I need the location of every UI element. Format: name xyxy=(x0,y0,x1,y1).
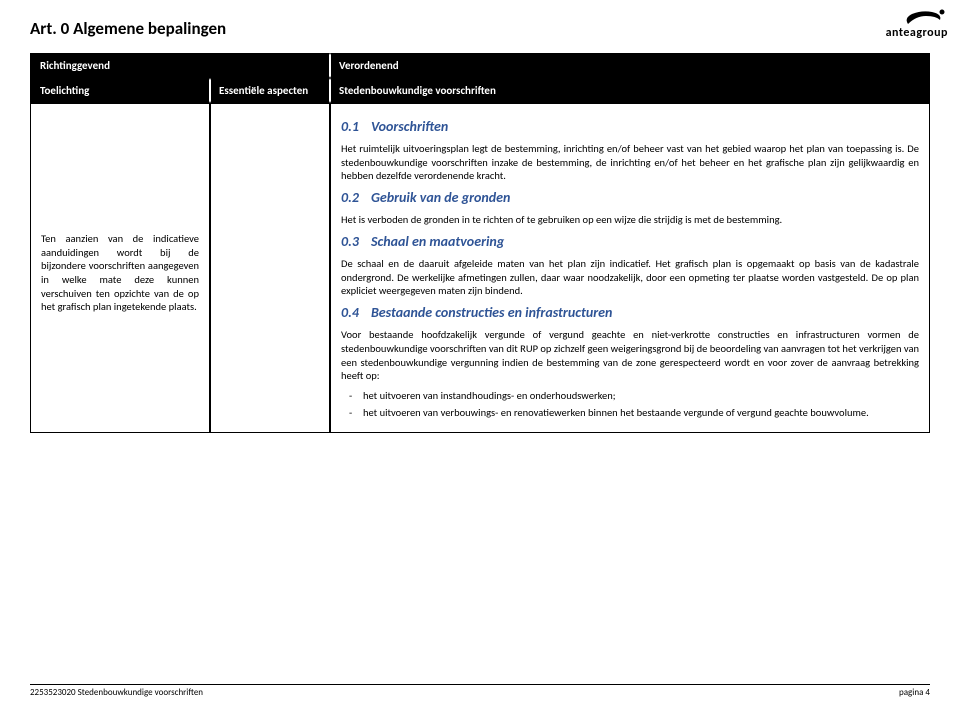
table-row: Ten aanzien van de indicatieve aanduidin… xyxy=(30,103,930,433)
section-title: Voorschriften xyxy=(371,118,448,135)
footer-left: 2253523020 Stedenbouwkundige voorschrift… xyxy=(30,687,203,698)
section-heading-02: 0.2 Gebruik van de gronden xyxy=(341,189,919,207)
article-title: Art. 0 Algemene bepalingen xyxy=(30,18,930,39)
page: anteagroup Art. 0 Algemene bepalingen Ri… xyxy=(0,0,960,433)
regulation-table: Richtinggevend Verordenend Toelichting E… xyxy=(30,53,930,433)
left-note: Ten aanzien van de indicatieve aanduidin… xyxy=(41,232,199,314)
header-richtinggevend: Richtinggevend xyxy=(30,53,330,78)
header-voorschriften: Stedenbouwkundige voorschriften xyxy=(330,78,930,103)
section-num: 0.2 xyxy=(341,189,359,206)
section-num: 0.1 xyxy=(341,118,359,135)
list-item: het uitvoeren van instandhoudings- en on… xyxy=(363,389,919,403)
logo-icon xyxy=(902,6,948,26)
cell-toelichting: Ten aanzien van de indicatieve aanduidin… xyxy=(30,103,210,433)
section-04-para: Voor bestaande hoofdzakelijk vergunde of… xyxy=(341,328,919,383)
page-footer: 2253523020 Stedenbouwkundige voorschrift… xyxy=(30,684,930,698)
section-num: 0.3 xyxy=(341,233,359,250)
header-verordenend: Verordenend xyxy=(330,53,930,78)
section-title: Gebruik van de gronden xyxy=(371,189,511,206)
section-heading-03: 0.3 Schaal en maatvoering xyxy=(341,233,919,251)
section-heading-01: 0.1 Voorschriften xyxy=(341,118,919,136)
section-02-para: Het is verboden de gronden in te richten… xyxy=(341,213,919,227)
cell-essentiele-aspecten xyxy=(210,103,330,433)
section-03-para: De schaal en de daaruit afgeleide maten … xyxy=(341,257,919,298)
logo-text: anteagroup xyxy=(886,26,948,40)
section-num: 0.4 xyxy=(341,304,359,321)
section-heading-04: 0.4 Bestaande constructies en infrastruct… xyxy=(341,304,919,322)
footer-right: pagina 4 xyxy=(899,687,930,698)
cell-voorschriften: 0.1 Voorschriften Het ruimtelijk uitvoeri… xyxy=(330,103,930,433)
section-04-list: het uitvoeren van instandhoudings- en on… xyxy=(341,389,919,420)
header-toelichting: Toelichting xyxy=(30,78,210,103)
section-title: Schaal en maatvoering xyxy=(371,233,504,250)
section-title: Bestaande constructies en infrastructure… xyxy=(371,304,612,321)
company-logo: anteagroup xyxy=(886,6,948,40)
list-item: het uitvoeren van verbouwings- en renova… xyxy=(363,406,919,420)
section-01-para: Het ruimtelijk uitvoeringsplan legt de b… xyxy=(341,142,919,183)
header-essentiele-aspecten: Essentiële aspecten xyxy=(210,78,330,103)
